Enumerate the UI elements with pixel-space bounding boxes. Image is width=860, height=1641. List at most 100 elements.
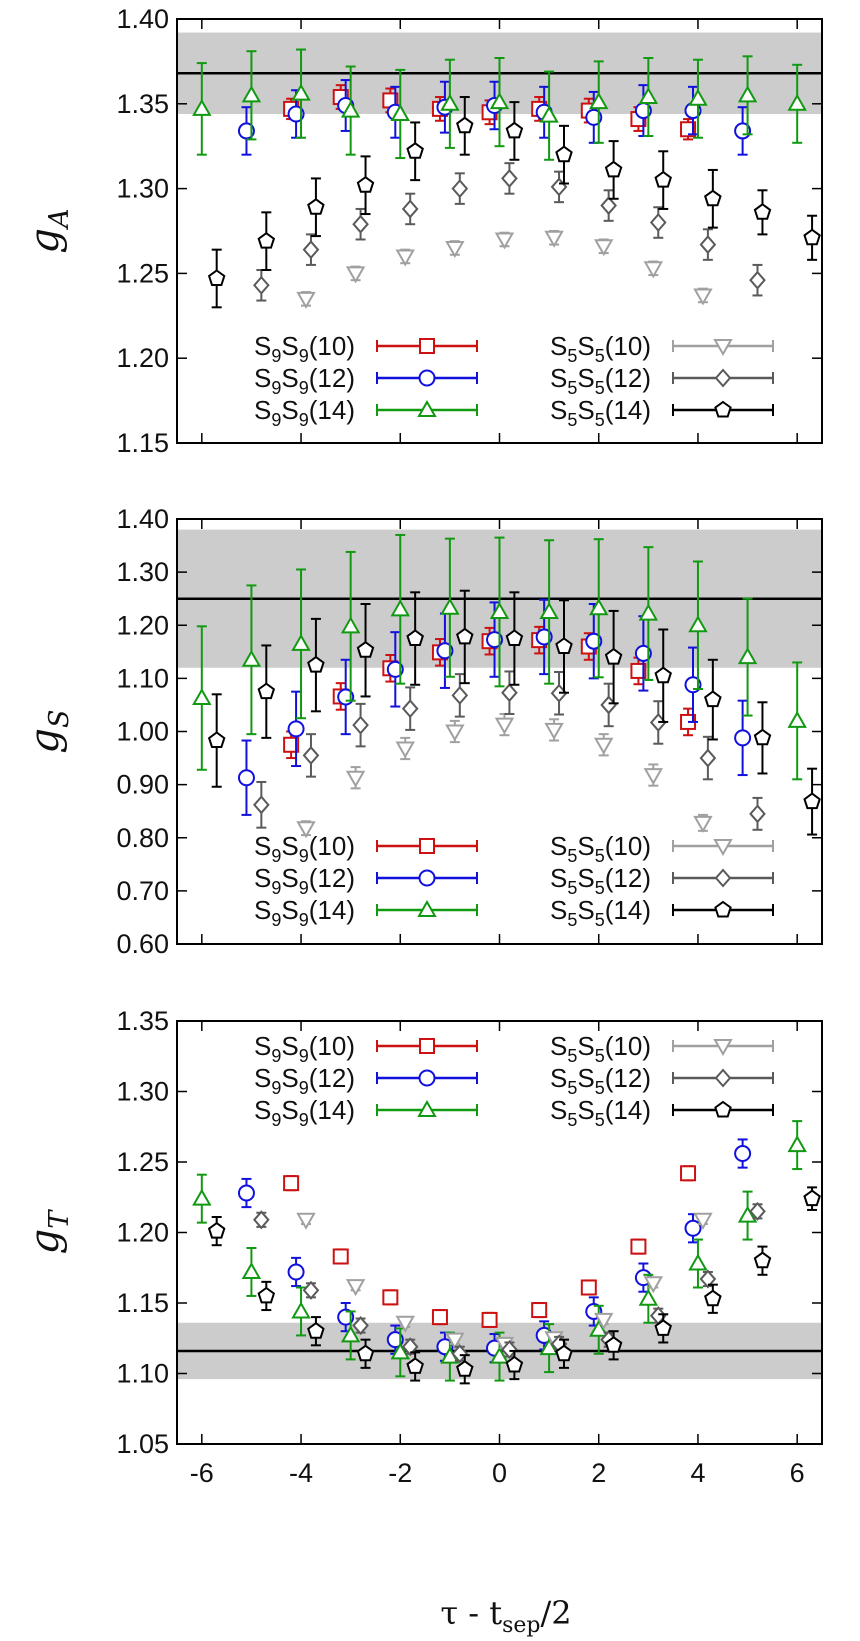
y-tick-label: 1.30	[116, 1077, 169, 1107]
data-point	[406, 1357, 424, 1374]
data-point	[207, 269, 226, 286]
x-tick-label: -4	[289, 1458, 313, 1488]
data-point	[803, 792, 821, 810]
data-point	[589, 92, 609, 110]
data-point	[489, 1346, 510, 1364]
data-point	[704, 189, 722, 207]
data-point	[287, 1263, 305, 1281]
data-point	[241, 85, 262, 103]
data-point	[352, 1316, 369, 1336]
series-S5S5_14	[207, 96, 821, 309]
y-tick-label: 1.15	[116, 428, 169, 458]
data-point	[207, 731, 226, 748]
data-point	[737, 647, 758, 665]
data-series-group	[192, 1120, 821, 1385]
data-point	[753, 203, 772, 220]
legend-marker	[419, 838, 435, 854]
legend-marker	[713, 1039, 733, 1057]
data-point	[734, 729, 752, 747]
y-tick-label: 1.10	[116, 663, 169, 693]
data-point	[307, 198, 325, 215]
data-point	[803, 1189, 821, 1207]
data-point	[436, 642, 454, 660]
y-axis-label: gA	[22, 208, 75, 253]
data-point	[345, 1279, 366, 1297]
data-point	[680, 121, 697, 138]
data-point	[737, 85, 758, 103]
data-point	[555, 145, 573, 163]
data-point	[505, 1355, 524, 1373]
data-point	[501, 1340, 518, 1360]
data-point	[237, 1184, 255, 1202]
y-tick-label: 1.30	[116, 174, 169, 204]
data-point	[753, 1251, 772, 1269]
legend-marker	[714, 1068, 732, 1088]
series-S9S9_10	[283, 1165, 697, 1328]
data-point	[803, 228, 821, 246]
data-point	[257, 1286, 276, 1304]
data-point	[654, 170, 672, 188]
data-point	[489, 92, 510, 110]
data-point	[654, 666, 672, 684]
data-point	[704, 1289, 722, 1307]
panel-3: 1.05 1.10 1.15 1.20 1.25 1.30 1.35 -6 -4 -2 0 2 4 6 gT…	[22, 1006, 823, 1488]
data-point	[501, 683, 518, 703]
data-point	[688, 615, 708, 633]
data-point	[431, 1309, 448, 1326]
y-tick-label: 1.35	[116, 89, 169, 119]
x-tick-label: 0	[492, 1458, 507, 1488]
series-S5S5_12	[253, 670, 766, 831]
data-point	[451, 685, 469, 705]
data-point	[643, 768, 664, 786]
data-point	[440, 93, 460, 111]
y-tick-label: 1.40	[116, 504, 169, 534]
data-point	[593, 1312, 614, 1330]
data-point	[386, 660, 404, 678]
x-tick-label: 6	[790, 1458, 805, 1488]
legend-marker	[417, 899, 437, 917]
data-point	[688, 88, 708, 106]
plot-frame	[176, 1020, 823, 1445]
legend-label: S5S5(10)	[550, 1031, 651, 1066]
data-point	[291, 633, 311, 651]
data-point	[395, 741, 415, 759]
legend-label: S9S9(10)	[254, 831, 355, 866]
data-point	[555, 1344, 573, 1362]
legend-marker	[713, 339, 733, 357]
y-axis-label: gS	[22, 709, 75, 753]
data-point	[192, 1188, 212, 1206]
plot-frame	[176, 518, 823, 945]
data-point	[693, 288, 713, 306]
data-point	[386, 1331, 404, 1349]
series-S5S5_12	[253, 162, 766, 302]
data-point	[445, 1332, 465, 1350]
data-point	[406, 142, 424, 159]
data-point	[481, 1311, 498, 1328]
legend-marker	[418, 869, 436, 887]
y-tick-label: 1.35	[116, 1006, 169, 1036]
data-point	[332, 1248, 349, 1265]
data-point	[486, 631, 504, 649]
legend-label: S5S5(12)	[550, 863, 651, 898]
x-tick-label: 4	[690, 1458, 705, 1488]
series-S9S9_14	[192, 48, 807, 161]
series-S5S5_10	[296, 230, 713, 309]
data-point	[302, 1280, 320, 1300]
data-point	[296, 1212, 316, 1230]
data-point	[241, 649, 262, 667]
data-point	[307, 655, 325, 673]
data-point	[505, 121, 524, 139]
data-point	[257, 682, 276, 700]
series-S9S9_14	[192, 533, 807, 781]
legend-label: S5S5(12)	[550, 363, 651, 398]
y-tick-label: 1.25	[116, 1147, 169, 1177]
data-point	[699, 748, 717, 768]
legend-marker	[419, 1038, 435, 1054]
x-axis-label: τ - tsep/2	[440, 1594, 571, 1638]
data-point	[253, 275, 270, 295]
series-S5S5_12	[253, 1201, 766, 1364]
x-tick-label: -2	[388, 1458, 412, 1488]
data-point	[749, 1201, 766, 1221]
y-tick-label: 1.25	[116, 258, 169, 288]
data-point	[352, 214, 369, 234]
